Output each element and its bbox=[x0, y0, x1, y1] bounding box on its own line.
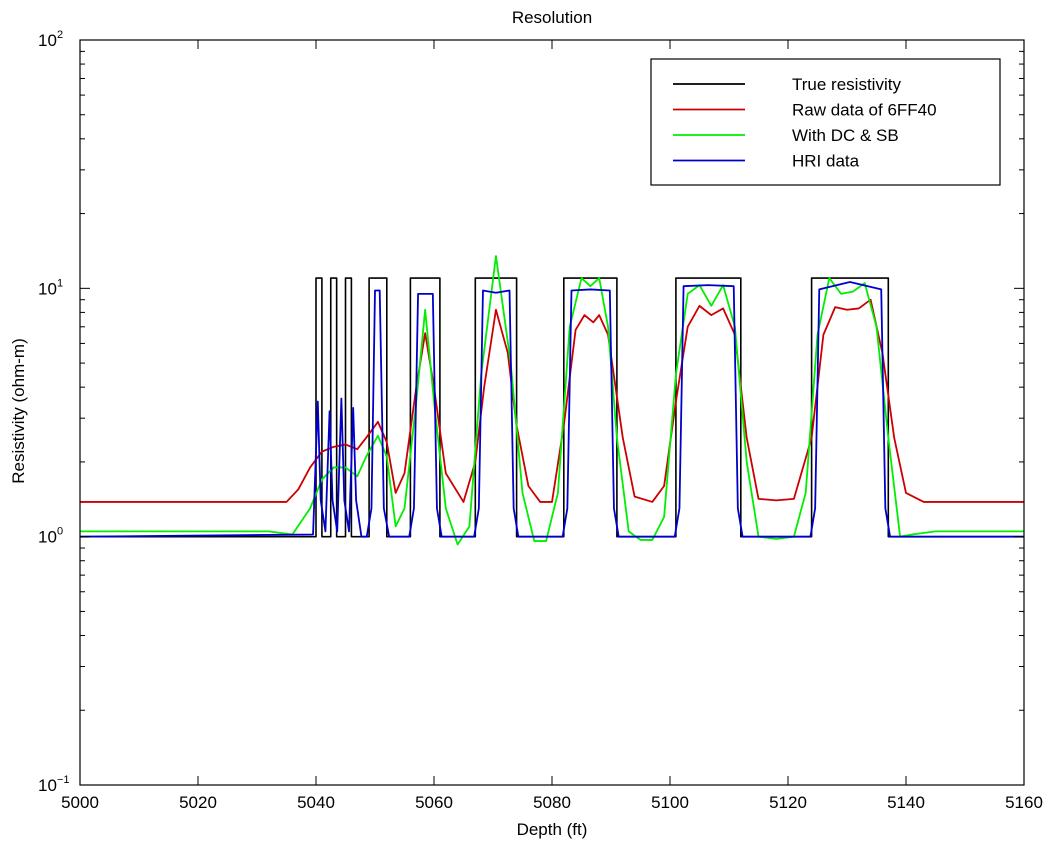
y-tick-exponent: 2 bbox=[57, 29, 63, 41]
x-tick-label: 5040 bbox=[297, 793, 335, 812]
legend-label: HRI data bbox=[792, 152, 860, 171]
series-line-1 bbox=[80, 277, 1024, 538]
legend: True resistivity Raw data of 6FF40 With DC… bbox=[650, 58, 1001, 186]
x-tick-label: 5100 bbox=[651, 793, 689, 812]
legend-box bbox=[650, 58, 1001, 186]
y-tick-label: 10 bbox=[38, 776, 57, 795]
legend-label: Raw data of 6FF40 bbox=[792, 101, 937, 120]
y-tick-label: 10 bbox=[38, 31, 57, 50]
x-tick-label: 5000 bbox=[61, 793, 99, 812]
legend-label: With DC & SB bbox=[792, 126, 899, 145]
y-tick-label: 10 bbox=[38, 528, 57, 547]
y-axis-label: Resistivity (ohm-m) bbox=[9, 338, 28, 483]
y-tick-label: 10 bbox=[38, 279, 57, 298]
x-tick-label: 5140 bbox=[887, 793, 925, 812]
y-tick-exponent: −1 bbox=[57, 774, 70, 786]
x-tick-label: 5020 bbox=[179, 793, 217, 812]
legend-label: True resistivity bbox=[792, 75, 901, 94]
x-axis-ticks: 5000 5020 5040 5060 5080 5100 5120 5140 5160 bbox=[61, 40, 1043, 812]
x-tick-label: 5160 bbox=[1005, 793, 1043, 812]
x-tick-label: 5120 bbox=[769, 793, 807, 812]
y-tick-exponent: 0 bbox=[57, 526, 63, 538]
x-tick-label: 5080 bbox=[533, 793, 571, 812]
y-tick-exponent: 1 bbox=[57, 277, 63, 289]
series-line-2 bbox=[80, 298, 1024, 503]
plot-area bbox=[79, 255, 1024, 546]
x-axis-label: Depth (ft) bbox=[517, 820, 588, 839]
x-tick-label: 5060 bbox=[415, 793, 453, 812]
chart-title: Resolution bbox=[512, 8, 592, 27]
series-line-4 bbox=[79, 281, 1024, 538]
